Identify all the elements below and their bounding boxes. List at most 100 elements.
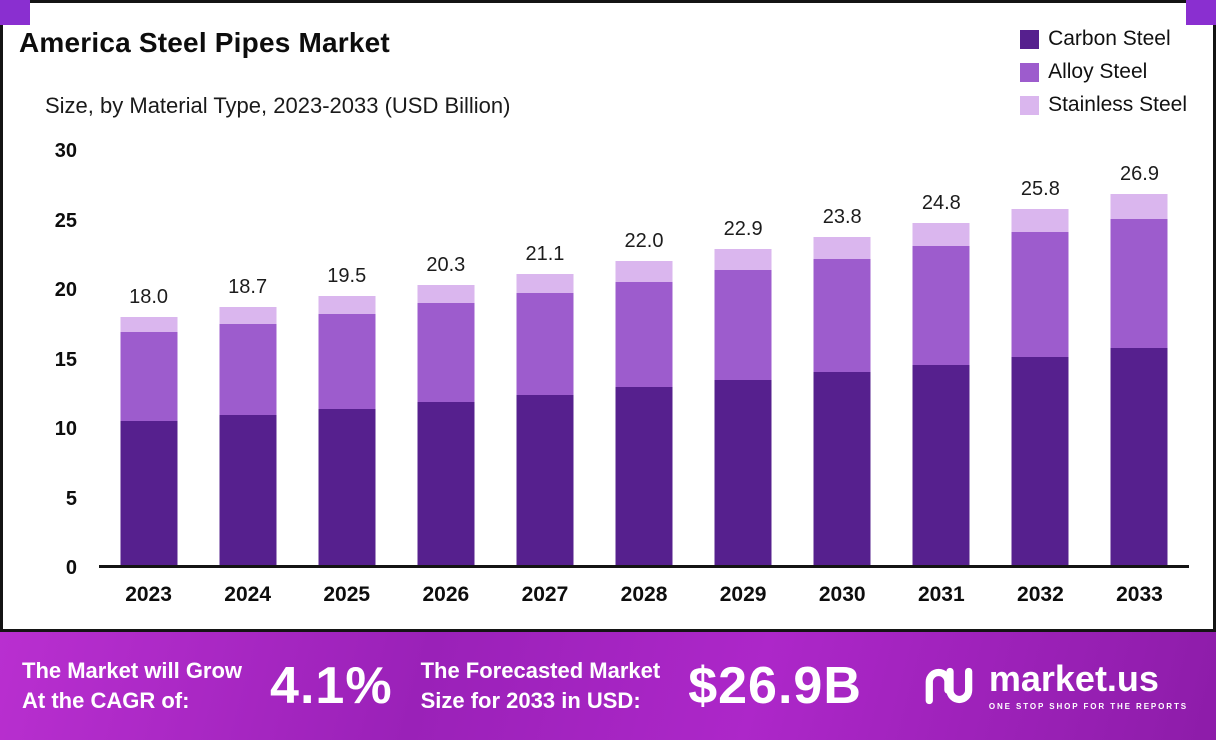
- y-axis-tick-label: 25: [54, 209, 77, 232]
- y-axis-tick-label: 0: [65, 557, 77, 579]
- brand-tagline: ONE STOP SHOP FOR THE REPORTS: [988, 702, 1188, 711]
- bar-segment-alloy-steel: [120, 331, 178, 422]
- forecast-value: $26.9B: [688, 657, 862, 715]
- stacked-bar: [120, 316, 178, 565]
- forecast-label-line2: Size for 2033 in USD:: [420, 688, 641, 713]
- y-axis-tick-label: 15: [54, 348, 77, 371]
- legend-swatch-carbon-steel: [1020, 29, 1040, 49]
- bar-segment-carbon-steel: [813, 371, 871, 565]
- bar-segment-carbon-steel: [219, 414, 277, 565]
- stacked-bar: [1110, 193, 1168, 565]
- bar-total-label: 26.9: [1120, 162, 1159, 185]
- y-axis-tick-label: 30: [54, 140, 77, 162]
- bar-segment-alloy-steel: [1110, 218, 1168, 349]
- footer-banner: The Market will Grow At the CAGR of: 4.1…: [0, 632, 1216, 740]
- bar-segment-alloy-steel: [417, 302, 475, 403]
- chart-title: America Steel Pipes Market: [19, 27, 390, 58]
- cagr-label: The Market will Grow At the CAGR of:: [22, 656, 242, 715]
- x-axis-label: 2026: [422, 583, 470, 606]
- brand-name: market.us: [988, 658, 1159, 699]
- bar-column: 21.1 2027: [495, 151, 594, 606]
- bar-segment-carbon-steel: [1110, 348, 1168, 565]
- forecast-label: The Forecasted Market Size for 2033 in U…: [421, 656, 661, 715]
- bar-total-label: 25.8: [1020, 177, 1060, 200]
- brand-logo: market.us ONE STOP SHOP FOR THE REPORTS: [921, 661, 1194, 711]
- bar-segment-carbon-steel: [417, 402, 475, 565]
- legend-item-alloy-steel: Alloy Steel: [1020, 60, 1187, 84]
- stacked-bar: [1011, 208, 1069, 565]
- corner-decoration-right: [1186, 0, 1216, 25]
- bar-total-label: 20.3: [426, 253, 466, 276]
- legend-swatch-stainless-steel: [1020, 95, 1040, 115]
- bar-total-label: 23.8: [822, 205, 862, 228]
- bar-segment-stainless-steel: [813, 236, 871, 259]
- stacked-bar: [417, 284, 475, 565]
- cagr-value: 4.1%: [270, 657, 393, 715]
- y-axis-tick-label: 5: [65, 487, 77, 510]
- bar-segment-stainless-steel: [120, 316, 178, 332]
- bar-segment-carbon-steel: [714, 380, 772, 565]
- bar-column: 18.0 2023: [99, 151, 198, 606]
- bar-segment-alloy-steel: [1011, 232, 1069, 357]
- bar-segment-stainless-steel: [417, 284, 475, 303]
- x-axis-label: 2023: [125, 583, 172, 606]
- corner-decoration-left: [0, 0, 30, 25]
- bar-column: 19.5 2025: [297, 151, 396, 606]
- chart-subtitle: Size, by Material Type, 2023-2033 (USD B…: [45, 93, 511, 118]
- bar-segment-carbon-steel: [120, 421, 178, 565]
- bar-total-label: 24.8: [921, 191, 961, 214]
- y-axis-tick-label: 10: [54, 418, 77, 441]
- cagr-label-line1: The Market will Grow: [22, 658, 243, 684]
- y-axis: 0 5 10 15 20 25 30: [3, 140, 87, 579]
- x-axis-label: 2025: [323, 583, 371, 606]
- bar-total-label: 22.0: [624, 230, 664, 253]
- x-axis-label: 2028: [620, 583, 668, 606]
- x-axis-label: 2029: [719, 583, 767, 606]
- bar-segment-stainless-steel: [615, 261, 673, 283]
- bar-segment-carbon-steel: [1011, 356, 1069, 565]
- x-axis-label: 2032: [1017, 583, 1064, 606]
- stacked-bar: [813, 236, 871, 565]
- x-axis-label: 2024: [224, 583, 271, 606]
- bar-segment-stainless-steel: [1110, 193, 1168, 219]
- bar-segment-stainless-steel: [1011, 208, 1069, 233]
- bar-segment-alloy-steel: [219, 323, 277, 415]
- x-axis-label: 2031: [917, 583, 965, 606]
- bar-segment-alloy-steel: [813, 258, 871, 372]
- forecast-label-line1: The Forecasted Market: [420, 658, 661, 684]
- bar-column: 24.8 2031: [892, 151, 991, 606]
- legend-item-stainless-steel: Stainless Steel: [1020, 93, 1187, 117]
- bar-total-label: 21.1: [525, 242, 565, 265]
- stacked-bar: [912, 222, 970, 565]
- legend-label: Alloy Steel: [1048, 60, 1148, 83]
- x-axis-label: 2027: [521, 583, 569, 606]
- bar-segment-alloy-steel: [516, 293, 574, 396]
- bar-column: 22.9 2029: [694, 151, 793, 606]
- bar-column: 18.7 2024: [198, 151, 297, 606]
- bar-segment-alloy-steel: [912, 246, 970, 365]
- x-axis-label: 2030: [818, 583, 866, 606]
- cagr-label-line2: At the CAGR of:: [22, 688, 190, 713]
- bar-total-label: 18.7: [228, 275, 268, 298]
- bar-segment-stainless-steel: [219, 306, 277, 324]
- legend-label: Carbon Steel: [1048, 27, 1171, 50]
- stacked-bar: [714, 248, 772, 565]
- bar-segment-carbon-steel: [516, 395, 574, 565]
- bar-total-label: 19.5: [327, 264, 367, 287]
- bar-segment-carbon-steel: [615, 386, 673, 565]
- market-us-logo-icon: [925, 667, 973, 705]
- stacked-bar: [219, 306, 277, 565]
- plot-area: 18.0 2023 18.7 2024 19.5 2025 20.3 2026 21.1 2027…: [99, 151, 1189, 606]
- bar-segment-carbon-steel: [912, 364, 970, 565]
- bar-column: 22.0 2028: [594, 151, 693, 606]
- stacked-bar: [516, 273, 574, 565]
- bar-segment-stainless-steel: [318, 295, 376, 314]
- bar-segment-stainless-steel: [516, 273, 574, 294]
- stacked-bar: [615, 261, 673, 565]
- legend-item-carbon-steel: Carbon Steel: [1020, 27, 1187, 51]
- bar-segment-stainless-steel: [912, 222, 970, 247]
- bar-column: 20.3 2026: [396, 151, 495, 606]
- legend-label: Stainless Steel: [1048, 93, 1187, 116]
- bar-column: 23.8 2030: [793, 151, 892, 606]
- bar-segment-alloy-steel: [615, 282, 673, 387]
